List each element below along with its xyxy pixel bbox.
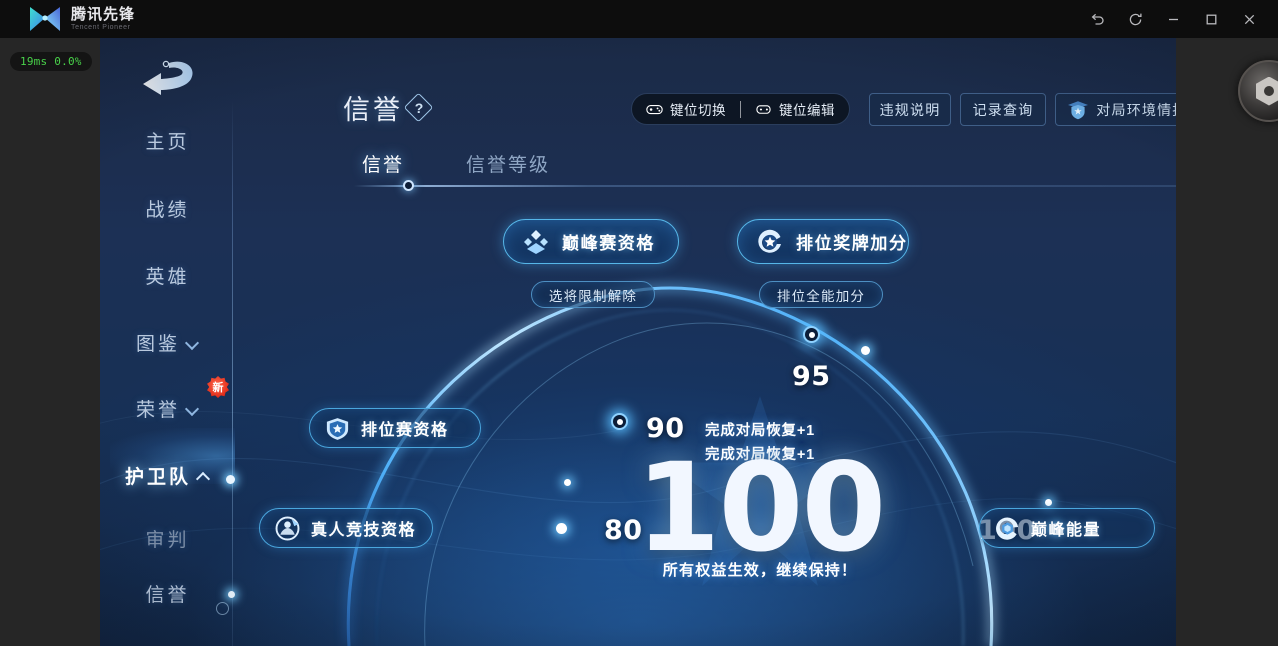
sidebar-item-label: 战绩 [145, 199, 190, 221]
page-title: 信誉 [343, 95, 403, 125]
undo-icon[interactable] [1078, 0, 1116, 38]
record-query-label: 记录查询 [972, 101, 1034, 118]
sidebar-item-label: 主页 [145, 131, 190, 153]
violation-info-label: 违规说明 [879, 101, 941, 118]
sidebar-item-gallery[interactable]: 图鉴 [100, 322, 235, 362]
keymap-switch-label: 键位切换 [670, 103, 726, 118]
sidebar-credit-ring [216, 602, 229, 615]
rank-medal-bonus-button[interactable]: 排位奖牌加分 [737, 219, 909, 264]
gauge-tick-95: 95 [792, 361, 831, 392]
chevron-up-icon [197, 471, 210, 479]
refresh-icon[interactable] [1116, 0, 1154, 38]
brand-name: 腾讯先锋 [71, 6, 136, 23]
rank-match-qualification-pill[interactable]: 排位赛资格 [309, 408, 481, 448]
hexagon-swirl-icon [996, 517, 1019, 540]
sidebar-item-label: 荣誉 [135, 399, 180, 421]
gamepad-edit-icon [756, 104, 771, 114]
sidebar-nav: 主页 战绩 英雄 图鉴 荣誉 新 护卫队 审判 [100, 100, 235, 646]
match-intel-button[interactable]: 对局环境情报站 [1055, 93, 1176, 126]
chevron-down-icon [186, 338, 199, 346]
rank-medal-bonus-label: 排位奖牌加分 [796, 234, 908, 253]
peak-energy-pill[interactable]: 巅峰能量 [979, 508, 1155, 548]
question-diamond-icon[interactable]: ? [403, 92, 434, 123]
gauge-node-95 [803, 326, 820, 343]
hero-restriction-lifted-pill[interactable]: 选将限制解除 [531, 281, 655, 308]
recover-line-1: 完成对局恢复+1 [705, 423, 815, 439]
tencent-pioneer-logo-icon [28, 4, 62, 34]
sidebar-active-dot [226, 475, 235, 484]
shield-wing-icon [1068, 100, 1089, 119]
keymap-edit-button[interactable]: 键位编辑 [741, 93, 849, 125]
credit-score-value: 100 [635, 437, 887, 579]
peak-qualification-label: 巅峰赛资格 [562, 234, 655, 253]
brand: 腾讯先锋 Tencent Pioneer [0, 4, 135, 34]
sidebar-item-label: 英雄 [145, 266, 190, 288]
chevron-down-icon [186, 404, 199, 412]
close-icon[interactable] [1230, 0, 1268, 38]
keymap-group: 键位切换 键位编辑 [631, 93, 850, 125]
gauge-node-90 [611, 413, 628, 430]
gauge-tick-80: 80 [604, 515, 643, 546]
sidebar-credit-dot [228, 591, 235, 598]
keymap-edit-label: 键位编辑 [779, 103, 835, 118]
person-shield-icon [275, 516, 300, 540]
latency-value: 19ms [20, 55, 48, 68]
minimize-icon[interactable] [1154, 0, 1192, 38]
sidebar-item-home[interactable]: 主页 [100, 120, 235, 160]
real-player-competition-label: 真人竞技资格 [311, 522, 417, 539]
tab-underline [354, 185, 1176, 187]
emulator-right-rail [1176, 38, 1278, 646]
recover-line-2: 完成对局恢复+1 [705, 447, 815, 463]
sidebar-item-hero[interactable]: 英雄 [100, 255, 235, 295]
sidebar-item-credit[interactable]: 信誉 [100, 573, 235, 613]
shield-star-icon [326, 417, 349, 440]
star-circle-icon [758, 229, 781, 253]
record-query-button[interactable]: 记录查询 [960, 93, 1046, 126]
help-glyph: ? [414, 100, 424, 116]
gauge-node-spark-c [1045, 499, 1052, 506]
sidebar-item-label: 信誉 [145, 584, 190, 606]
credit-score-caption: 所有权益生效，继续保持！ [662, 562, 858, 579]
keymap-divider [740, 100, 741, 118]
back-arrow-icon[interactable] [127, 52, 203, 104]
window-controls [1078, 0, 1268, 38]
sidebar-item-record[interactable]: 战绩 [100, 188, 235, 228]
gauge-tick-90: 90 [646, 413, 685, 444]
game-viewport: 信誉 ? 信誉 信誉等级 键位切换 [100, 38, 1176, 646]
brand-subtitle: Tencent Pioneer [71, 24, 131, 31]
tab-indicator-knob [403, 180, 414, 191]
real-player-competition-pill[interactable]: 真人竞技资格 [259, 508, 433, 548]
maximize-icon[interactable] [1192, 0, 1230, 38]
gauge-node-spark-b [564, 479, 571, 486]
sidebar-item-label: 图鉴 [135, 333, 180, 355]
cpu-value: 0.0% [54, 55, 82, 68]
hexagon-orb-icon[interactable] [1238, 60, 1278, 122]
tab-bar: 信誉 信誉等级 [362, 150, 550, 183]
sidebar-item-judge[interactable]: 审判 [100, 518, 235, 558]
peak-energy-label: 巅峰能量 [1031, 522, 1102, 539]
gauge-node-80 [556, 523, 567, 534]
tab-credit-level[interactable]: 信誉等级 [466, 155, 551, 176]
sidebar-item-label: 审判 [145, 529, 190, 551]
keymap-switch-button[interactable]: 键位切换 [632, 93, 740, 125]
sidebar-item-honor[interactable]: 荣誉 新 [100, 376, 235, 428]
diamond-stack-icon [524, 229, 548, 254]
title-bar: 腾讯先锋 Tencent Pioneer [0, 0, 1278, 38]
performance-badge: 19ms 0.0% [10, 52, 92, 71]
emulator-left-rail: 19ms 0.0% [0, 38, 100, 646]
gamepad-switch-icon [646, 104, 663, 114]
rank-match-qualification-label: 排位赛资格 [361, 422, 449, 439]
match-intel-label: 对局环境情报站 [1096, 101, 1176, 118]
gauge-node-spark-a [861, 346, 870, 355]
sidebar-item-guard[interactable]: 护卫队 [100, 455, 235, 495]
rank-allround-bonus-pill[interactable]: 排位全能加分 [759, 281, 883, 308]
sidebar-item-label: 护卫队 [124, 466, 191, 488]
peak-qualification-button[interactable]: 巅峰赛资格 [503, 219, 679, 264]
sidebar-divider [232, 100, 233, 646]
tab-credit[interactable]: 信誉 [362, 155, 405, 176]
violation-info-button[interactable]: 违规说明 [869, 93, 951, 126]
new-badge: 新 [207, 376, 229, 398]
